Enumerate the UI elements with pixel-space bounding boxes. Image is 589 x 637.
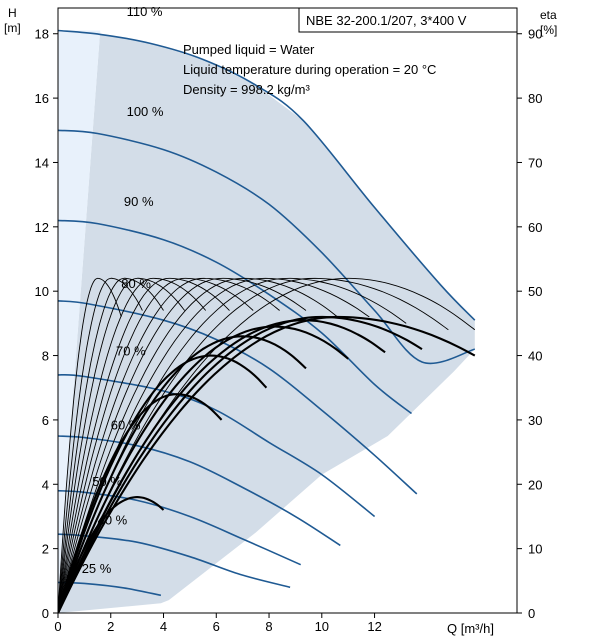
y-left-tick-label: 14 — [35, 156, 49, 171]
head-curve-label: 90 % — [124, 194, 154, 209]
y-left-tick-label: 8 — [42, 349, 49, 364]
efficiency-curve — [58, 277, 254, 613]
efficiency-curve — [58, 277, 164, 613]
efficiency-curve — [58, 277, 280, 613]
head-curve — [58, 300, 418, 495]
efficiency-curve — [58, 393, 223, 613]
head-curve — [58, 435, 341, 547]
efficiency-curve — [58, 277, 338, 613]
head-curve-label: 100 % — [127, 104, 164, 119]
operating-areas — [58, 30, 475, 613]
min-flow-area — [58, 30, 101, 613]
plot-frame — [57, 7, 518, 614]
y-right-tick-label: 90 — [528, 27, 542, 42]
y-left-label: H — [8, 6, 17, 20]
head-curve-label: 60 % — [111, 418, 141, 433]
efficiency-curve — [58, 315, 476, 613]
efficiency-curve — [58, 325, 349, 613]
efficiency-curves — [58, 277, 476, 613]
efficiency-curve — [58, 277, 207, 613]
head-curve — [58, 373, 376, 518]
y-right-tick-label: 20 — [528, 477, 542, 492]
chart-title: NBE 32-200.1/207, 3*400 V — [306, 13, 467, 28]
head-curve — [58, 489, 302, 566]
x-tick-label: 8 — [265, 619, 272, 634]
head-curve-label: 40 % — [98, 513, 128, 528]
y-right-tick-label: 0 — [528, 606, 535, 621]
head-curve-label: 25 % — [82, 561, 112, 576]
y-right-label: eta — [540, 8, 557, 22]
x-tick-label: 2 — [107, 619, 114, 634]
head-curve — [58, 219, 412, 415]
annotation-density: Density = 998.2 kg/m³ — [183, 82, 310, 97]
y-right-tick-label: 80 — [528, 91, 542, 106]
y-right-tick-label: 60 — [528, 220, 542, 235]
y-left-tick-label: 6 — [42, 413, 49, 428]
efficiency-curve — [58, 319, 386, 613]
y-left-tick-label: 16 — [35, 91, 49, 106]
head-curve-label: 50 % — [92, 474, 122, 489]
y-left-tick-label: 2 — [42, 542, 49, 557]
y-left-unit: [m] — [4, 21, 21, 35]
efficiency-curve — [58, 277, 143, 613]
y-right-tick-label: 40 — [528, 349, 542, 364]
x-tick-label: 6 — [213, 619, 220, 634]
x-tick-label: 12 — [367, 619, 381, 634]
y-right-unit: [%] — [540, 23, 557, 37]
y-left-tick-label: 12 — [35, 220, 49, 235]
efficiency-curve — [58, 277, 122, 613]
head-curve-label: 70 % — [116, 344, 146, 359]
x-tick-label: 0 — [54, 619, 61, 634]
head-curve — [58, 129, 476, 365]
y-left-tick-label: 18 — [35, 27, 49, 42]
y-right-tick-label: 10 — [528, 542, 542, 557]
head-curve-label: 80 % — [121, 276, 151, 291]
annotation-temperature: Liquid temperature during operation = 20… — [183, 62, 436, 77]
head-curve-label: 110 % — [127, 4, 163, 19]
efficiency-curve — [58, 335, 307, 613]
y-right-tick-label: 50 — [528, 284, 542, 299]
head-curves — [58, 29, 476, 597]
head-curve — [58, 29, 476, 321]
operating-area — [58, 30, 475, 613]
x-tick-label: 10 — [315, 619, 329, 634]
x-axis-label: Q [m³/h] — [447, 621, 494, 636]
title-box — [298, 7, 518, 33]
efficiency-curve — [58, 277, 230, 613]
efficiency-curve — [58, 277, 185, 613]
efficiency-curve — [58, 277, 307, 613]
x-tick-label: 4 — [160, 619, 167, 634]
y-left-tick-label: 0 — [42, 606, 49, 621]
y-right-tick-label: 30 — [528, 413, 542, 428]
y-right-tick-label: 70 — [528, 156, 542, 171]
efficiency-curve — [58, 315, 423, 613]
axes: 0 2 4 6 8 10 12 0 2 4 6 8 10 12 14 16 18 0 10 20 30 40 50 60 70 8… — [35, 7, 542, 634]
y-left-tick-label: 10 — [35, 284, 49, 299]
curve-labels: 110 % 100 % 90 % 80 % 70 % 60 % 50 % 40 % 25 % — [82, 4, 164, 576]
y-left-tick-label: 4 — [42, 477, 49, 492]
annotation-liquid: Pumped liquid = Water — [183, 42, 315, 57]
